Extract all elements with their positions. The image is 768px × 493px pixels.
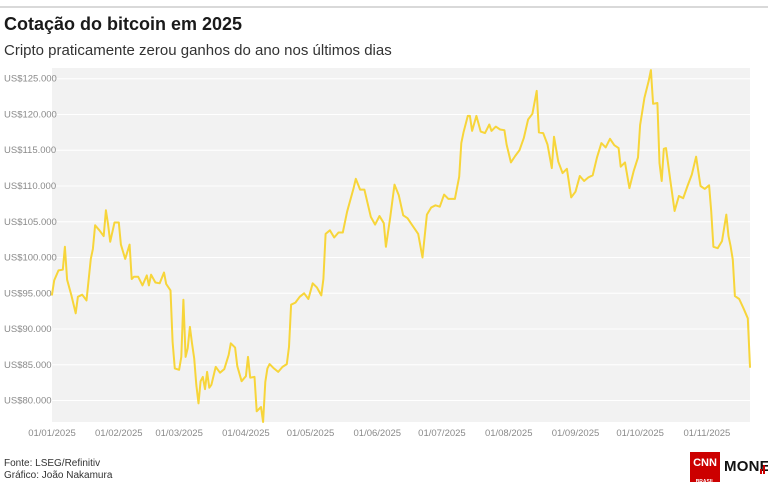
x-tick-label: 01/03/2025 bbox=[155, 428, 203, 439]
y-tick-label: US$90.000 bbox=[4, 324, 52, 335]
chart-subtitle: Cripto praticamente zerou ganhos do ano … bbox=[4, 42, 392, 59]
y-tick-label: US$80.000 bbox=[4, 396, 52, 407]
cnn-logo-subtext: BRASIL bbox=[695, 479, 715, 485]
y-tick-label: US$125.000 bbox=[4, 74, 57, 85]
bitcoin-price-chart: US$80.000 US$85.000 US$90.000 US$95.000 US$1… bbox=[4, 68, 751, 439]
credit-note: Gráfico: João Nakamura bbox=[4, 470, 113, 481]
y-tick-label: US$120.000 bbox=[4, 109, 57, 120]
cnn-logo-text: CNN bbox=[693, 457, 717, 469]
cnn-money-logo: CNN BRASIL MONEY bbox=[690, 452, 768, 485]
x-tick-label: 01/02/2025 bbox=[95, 428, 143, 439]
y-tick-label: US$95.000 bbox=[4, 288, 52, 299]
bitcoin-price-line bbox=[51, 69, 751, 423]
grid-lines bbox=[52, 78, 750, 402]
x-axis-ticks: 01/01/2025 01/02/2025 01/03/2025 01/04/2025… bbox=[28, 428, 730, 439]
y-tick-label: US$85.000 bbox=[4, 360, 52, 371]
plot-background bbox=[52, 68, 750, 422]
source-note: Fonte: LSEG/Refinitiv bbox=[4, 458, 101, 469]
x-tick-label: 01/07/2025 bbox=[418, 428, 466, 439]
y-tick-label: US$105.000 bbox=[4, 217, 57, 228]
y-tick-label: US$110.000 bbox=[4, 181, 56, 192]
cnn-logo-badge: CNN BRASIL bbox=[690, 452, 720, 485]
y-tick-label: US$100.000 bbox=[4, 253, 57, 264]
y-axis-ticks: US$80.000 US$85.000 US$90.000 US$95.000 US$1… bbox=[4, 74, 57, 407]
x-tick-label: 01/04/2025 bbox=[222, 428, 270, 439]
x-tick-label: 01/06/2025 bbox=[354, 428, 402, 439]
x-tick-label: 01/08/2025 bbox=[485, 428, 533, 439]
y-tick-label: US$115.000 bbox=[4, 145, 56, 156]
money-logo-text: MONEY bbox=[724, 458, 768, 475]
x-tick-label: 01/05/2025 bbox=[287, 428, 335, 439]
money-bars-icon bbox=[760, 462, 766, 474]
chart-title: Cotação do bitcoin em 2025 bbox=[4, 14, 243, 34]
x-tick-label: 01/11/2025 bbox=[683, 428, 730, 439]
x-tick-label: 01/10/2025 bbox=[616, 428, 664, 439]
x-tick-label: 01/09/2025 bbox=[552, 428, 600, 439]
top-rule bbox=[0, 6, 768, 8]
x-tick-label: 01/01/2025 bbox=[28, 428, 76, 439]
